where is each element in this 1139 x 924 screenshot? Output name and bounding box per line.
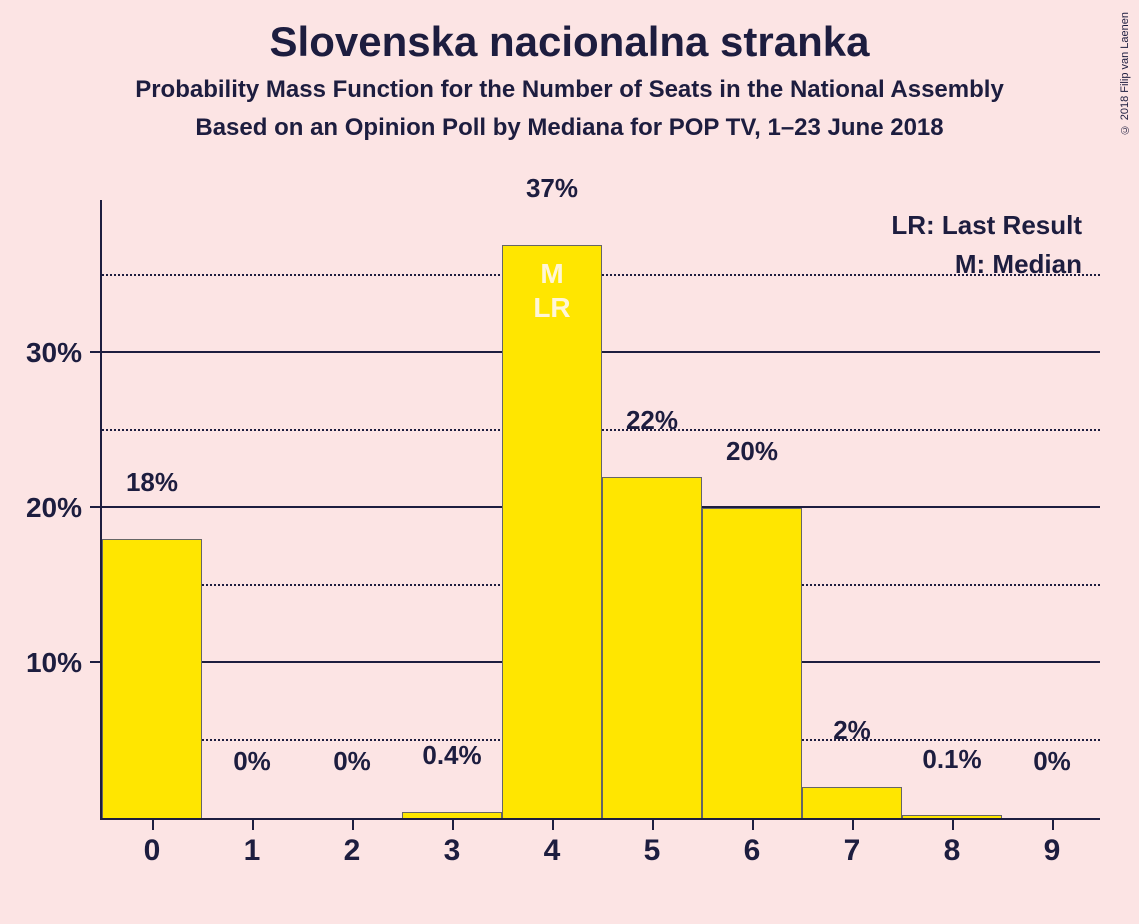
x-tick xyxy=(652,818,654,830)
y-axis-label: 20% xyxy=(2,492,82,524)
x-axis-label: 9 xyxy=(1002,834,1102,868)
y-axis-label: 10% xyxy=(2,647,82,679)
x-axis-label: 2 xyxy=(302,834,402,868)
chart-subtitle-2: Based on an Opinion Poll by Mediana for … xyxy=(0,114,1139,142)
bar-value-label: 0% xyxy=(1002,746,1102,781)
bar xyxy=(502,245,602,819)
x-tick xyxy=(452,818,454,830)
median-marker: M xyxy=(502,257,602,291)
x-axis-label: 1 xyxy=(202,834,302,868)
x-axis-label: 5 xyxy=(602,834,702,868)
last-result-marker: LR xyxy=(502,291,602,325)
y-tick xyxy=(90,661,102,663)
bar-value-label: 20% xyxy=(702,436,802,471)
chart-title: Slovenska nacionalna stranka xyxy=(0,18,1139,66)
bar-value-label: 0% xyxy=(202,746,302,781)
x-axis-label: 7 xyxy=(802,834,902,868)
x-tick xyxy=(952,818,954,830)
legend-m: M: Median xyxy=(891,245,1082,284)
bar xyxy=(602,477,702,818)
titles-block: Slovenska nacionalna stranka Probability… xyxy=(0,0,1139,142)
bar-value-label: 2% xyxy=(802,715,902,750)
chart-subtitle-1: Probability Mass Function for the Number… xyxy=(0,76,1139,104)
bar-value-label: 0.1% xyxy=(902,744,1002,779)
y-axis-label: 30% xyxy=(2,337,82,369)
x-tick xyxy=(752,818,754,830)
bar xyxy=(802,787,902,818)
legend-lr: LR: Last Result xyxy=(891,206,1082,245)
bar-value-label: 18% xyxy=(102,467,202,502)
x-tick xyxy=(352,818,354,830)
bar xyxy=(102,539,202,818)
x-tick xyxy=(1052,818,1054,830)
x-tick xyxy=(852,818,854,830)
x-tick xyxy=(152,818,154,830)
bar xyxy=(702,508,802,818)
x-tick xyxy=(552,818,554,830)
x-axis-label: 4 xyxy=(502,834,602,868)
bar-median-annotation: MLR xyxy=(502,257,602,324)
x-axis-label: 0 xyxy=(102,834,202,868)
copyright-text: © 2018 Filip van Laenen xyxy=(1119,12,1131,135)
bar-value-label: 22% xyxy=(602,405,702,440)
bar-value-label: 0.4% xyxy=(402,740,502,775)
x-axis-label: 8 xyxy=(902,834,1002,868)
bar-value-label: 37% xyxy=(502,173,602,208)
x-tick xyxy=(252,818,254,830)
chart-legend: LR: Last Result M: Median xyxy=(891,206,1082,284)
x-axis-label: 3 xyxy=(402,834,502,868)
bar-value-label: 0% xyxy=(302,746,402,781)
chart-plot-area: LR: Last Result M: Median 10%20%30%18%00… xyxy=(100,200,1100,820)
x-axis-label: 6 xyxy=(702,834,802,868)
y-tick xyxy=(90,506,102,508)
y-tick xyxy=(90,351,102,353)
